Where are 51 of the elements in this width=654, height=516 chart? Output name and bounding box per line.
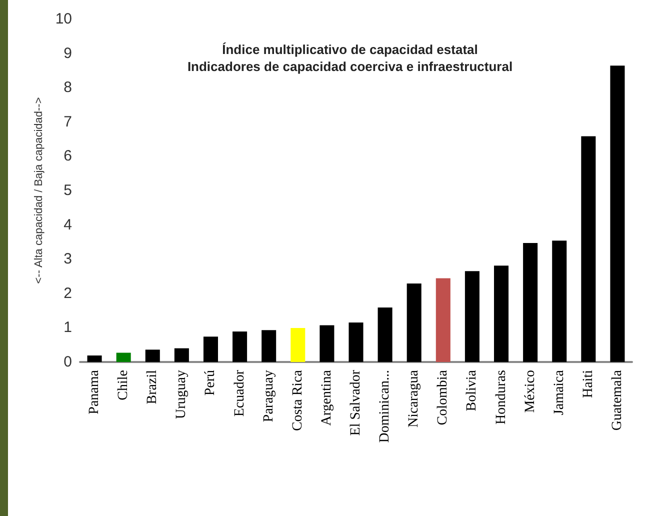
bar [290,328,306,362]
y-tick-label: 3 [64,250,72,268]
bar [232,331,248,362]
y-tick-label: 2 [64,284,72,302]
y-tick-label: 0 [64,354,72,370]
bar [116,352,131,362]
y-tick-label: 9 [64,44,72,62]
x-tick-label: Nicaragua [406,369,422,428]
x-tick-label: Bolivia [464,369,480,412]
x-tick-label: Jamaica [552,369,567,416]
x-tick-label: Ecuador [232,370,248,417]
bar [174,348,189,362]
bar [378,307,392,362]
x-tick-label: Costa Rica [290,369,306,432]
y-tick-label: 7 [64,113,72,130]
x-tick-label: Guatemala [610,369,625,431]
bar [262,330,276,362]
bar [581,136,596,362]
x-tick-label: Brazil [145,370,160,404]
y-tick-label: 1 [64,319,72,336]
bar [348,322,364,362]
y-tick-label: 8 [64,79,72,96]
bar [87,355,102,362]
bar [436,278,450,362]
x-tick-label: Uruguay [174,370,190,419]
x-tick-label: Perú [203,370,218,396]
y-tick-label: 4 [64,216,72,234]
x-tick-label: Honduras [494,370,509,424]
x-tick-label: El Salvador [348,370,364,436]
x-tick-label: Chile [116,370,132,400]
bar [320,325,334,362]
bar [203,336,218,362]
bar [406,283,422,362]
x-tick-label: Colombia [436,369,451,426]
bar [552,240,567,362]
bar [610,66,625,362]
bar [464,271,480,362]
x-tick-label: Haiti [580,370,596,398]
text: Índice multiplicativo de capacidad estatal Indicadores de capacidad coerciva e infraestructural [187,42,513,74]
bar [145,350,160,362]
bar [523,242,538,362]
y-tick-label: 5 [64,182,72,199]
x-tick-label: Argentina [319,369,334,426]
x-tick-label: Panama [87,369,102,414]
y-tick-label: 6 [64,148,72,165]
y-tick-label: 10 [55,10,72,28]
y-axis-title: <-- Alta capacidad / Baja capacidad--> [32,97,45,284]
x-tick-label: Paraguay [261,370,276,422]
x-tick-label: Dominican... [378,370,393,443]
x-tick-label: México [522,370,538,413]
bar [494,266,509,362]
